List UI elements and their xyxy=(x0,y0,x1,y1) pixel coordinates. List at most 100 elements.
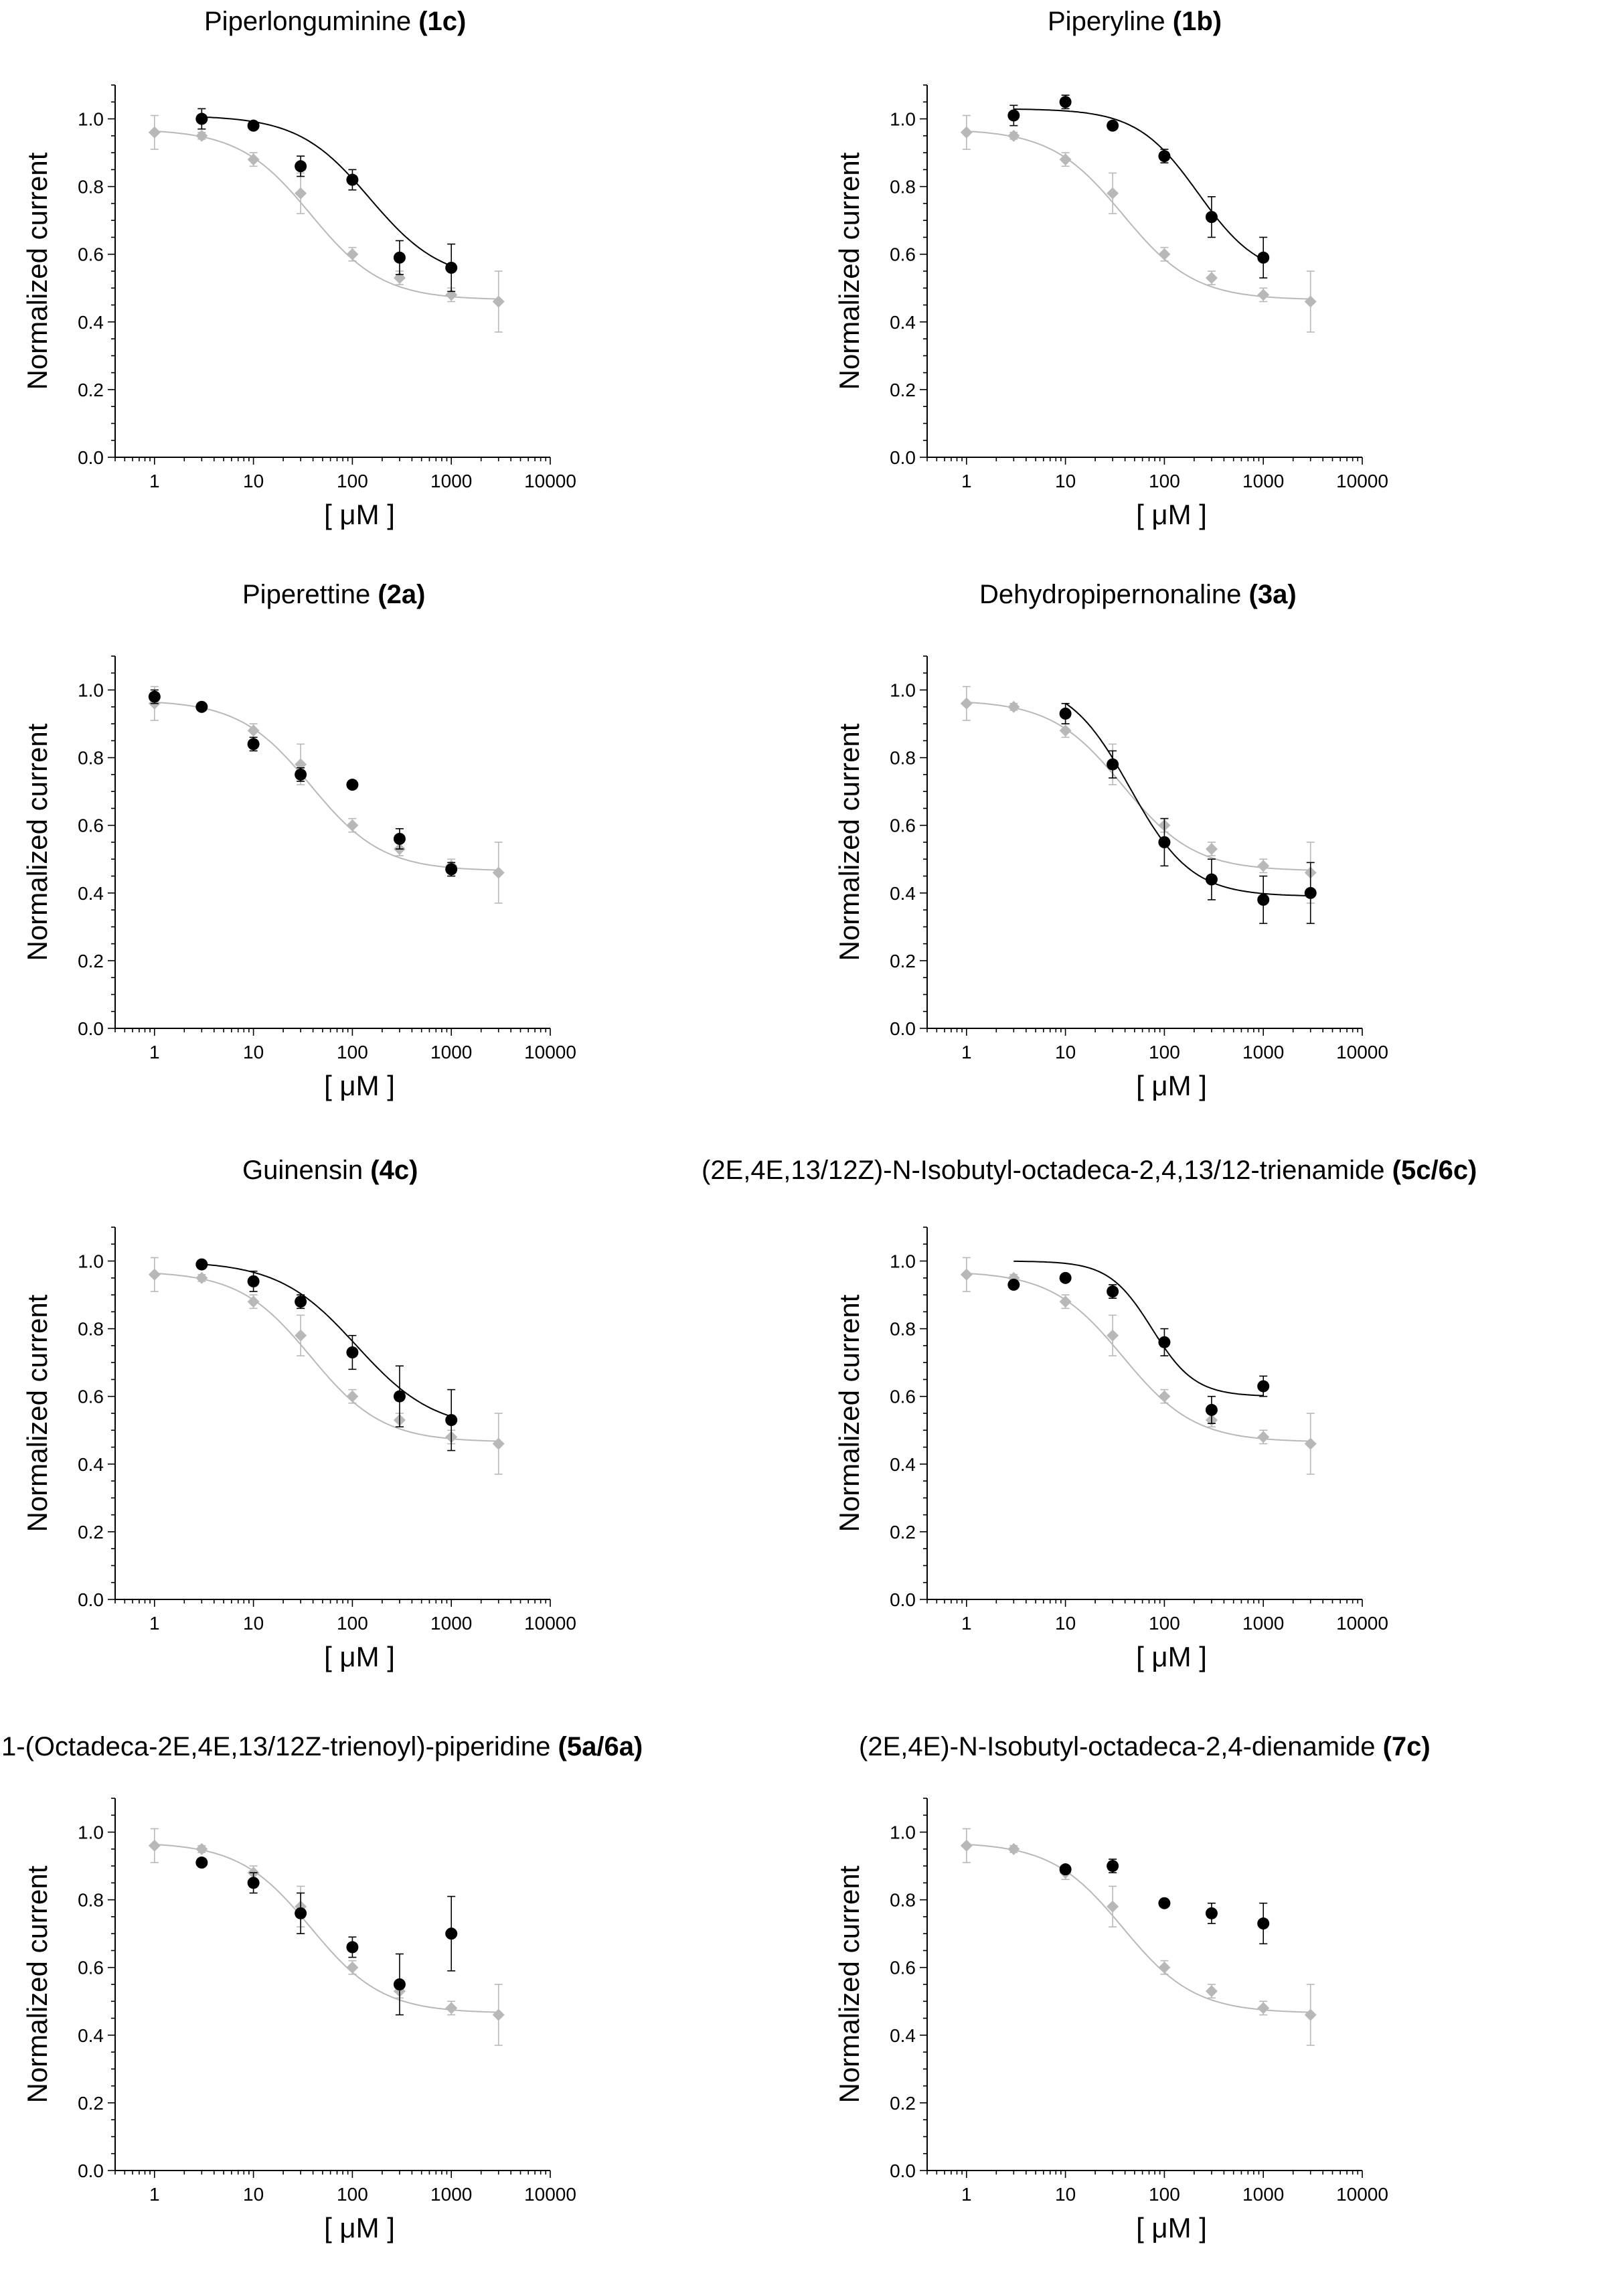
data-point-circle xyxy=(1158,150,1171,163)
series-compound xyxy=(1007,94,1270,279)
x-tick-label: 1000 xyxy=(1242,1613,1284,1634)
data-point-diamond xyxy=(1059,724,1072,737)
x-tick-label: 1 xyxy=(149,1613,160,1634)
data-point-diamond xyxy=(492,866,505,879)
y-tick-label: 0.6 xyxy=(890,1387,916,1407)
data-point-circle xyxy=(1205,1403,1218,1416)
chart-plot: 0.0 0.2 0.4 0.6 0.8 1.0 1 10 100 1000 10000 [ μM ] N… xyxy=(21,1798,576,2243)
data-point-diamond xyxy=(1257,2002,1270,2015)
y-tick-label: 0.8 xyxy=(890,177,916,198)
y-tick-label: 0.4 xyxy=(890,1454,916,1475)
data-point-circle xyxy=(1158,1897,1171,1909)
data-point-circle xyxy=(1257,251,1270,264)
data-point-circle xyxy=(393,1978,406,1990)
x-tick-label: 1000 xyxy=(1242,2184,1284,2205)
y-tick-label: 0.6 xyxy=(78,1387,104,1407)
data-point-circle xyxy=(346,1941,359,1954)
data-point-diamond xyxy=(960,1268,973,1281)
y-axis-label: Normalized current xyxy=(21,152,53,390)
data-point-circle xyxy=(148,690,161,703)
chart-plot: 0.0 0.2 0.4 0.6 0.8 1.0 1 10 100 1000 10000 [ μM ] N… xyxy=(21,84,576,530)
data-point-diamond xyxy=(295,187,307,200)
x-tick-label: 10 xyxy=(243,2184,264,2205)
data-point-diamond xyxy=(295,1329,307,1342)
data-point-diamond xyxy=(445,2002,458,2015)
series-compound xyxy=(1059,1859,1270,1945)
chart-title: Piperlonguminine (1c) xyxy=(204,7,467,36)
x-tick-label: 10000 xyxy=(1336,1042,1388,1062)
series-compound xyxy=(1007,1260,1270,1424)
data-point-diamond xyxy=(1205,1985,1218,1998)
data-point-diamond xyxy=(1107,187,1119,200)
data-point-diamond xyxy=(1304,2008,1317,2021)
x-tick-label: 1000 xyxy=(430,1042,472,1062)
y-tick-label: 0.8 xyxy=(78,748,104,769)
data-point-diamond xyxy=(492,1437,505,1450)
fit-curve xyxy=(966,701,1311,871)
data-point-diamond xyxy=(1257,860,1270,872)
data-point-circle xyxy=(1257,893,1270,906)
x-tick-label: 1 xyxy=(149,2184,160,2205)
chart-plot: 0.0 0.2 0.4 0.6 0.8 1.0 1 10 100 1000 10000 [ μM ] N… xyxy=(833,84,1388,530)
data-point-circle xyxy=(1257,1380,1270,1393)
y-tick-label: 0.0 xyxy=(78,2160,104,2181)
data-point-diamond xyxy=(1257,289,1270,301)
x-tick-label: 1000 xyxy=(1242,471,1284,491)
series-compound xyxy=(195,1857,458,2016)
data-point-diamond xyxy=(1304,1437,1317,1450)
y-axis-label: Normalized current xyxy=(833,152,865,390)
data-point-diamond xyxy=(1007,1842,1020,1855)
y-tick-label: 0.6 xyxy=(78,815,104,836)
y-tick-label: 1.0 xyxy=(78,680,104,701)
fit-curve xyxy=(154,130,499,300)
data-point-circle xyxy=(295,1907,307,1919)
x-tick-label: 1 xyxy=(961,471,972,491)
x-tick-label: 10 xyxy=(1055,2184,1076,2205)
y-tick-label: 0.2 xyxy=(78,380,104,400)
x-tick-label: 10 xyxy=(1055,1613,1076,1634)
data-point-diamond xyxy=(1007,129,1020,142)
data-point-diamond xyxy=(1107,1900,1119,1913)
data-point-circle xyxy=(445,1927,458,1940)
x-axis-label: [ μM ] xyxy=(324,1641,395,1672)
data-point-diamond xyxy=(1158,1961,1171,1974)
data-point-diamond xyxy=(1205,843,1218,856)
y-axis-label: Normalized current xyxy=(21,1865,53,2103)
data-point-circle xyxy=(445,1414,458,1427)
data-point-diamond xyxy=(195,1842,208,1855)
y-tick-label: 0.4 xyxy=(890,2025,916,2046)
x-axis-label: [ μM ] xyxy=(1136,2212,1207,2243)
y-tick-label: 0.2 xyxy=(890,2093,916,2114)
x-tick-label: 100 xyxy=(337,2184,368,2205)
chart-panel-trienoyl-piperidine: 1-(Octadeca-2E,4E,13/12Z-trienoyl)-piper… xyxy=(0,1713,812,2284)
x-tick-label: 10000 xyxy=(524,2184,576,2205)
data-point-diamond xyxy=(346,248,359,260)
x-axis-label: [ μM ] xyxy=(324,1070,395,1101)
y-tick-label: 1.0 xyxy=(890,109,916,130)
data-point-diamond xyxy=(247,724,260,737)
y-tick-label: 0.0 xyxy=(78,1018,104,1039)
data-point-circle xyxy=(195,1857,208,1869)
x-tick-label: 100 xyxy=(1149,2184,1180,2205)
data-point-circle xyxy=(295,768,307,781)
y-tick-label: 0.6 xyxy=(890,244,916,265)
data-point-circle xyxy=(247,1877,260,1889)
data-point-circle xyxy=(1059,707,1072,720)
data-point-circle xyxy=(195,1258,208,1271)
chart-panel-piperettine: Piperettine (2a) 0.0 0.2 0.4 0.6 0.8 1.0 1 10 10… xyxy=(0,571,812,1142)
chart-panel-guinensin: Guinensin (4c) 0.0 0.2 0.4 0.6 0.8 1.0 1 10 100 1… xyxy=(0,1142,812,1713)
y-tick-label: 0.2 xyxy=(78,2093,104,2114)
chart-plot: 0.0 0.2 0.4 0.6 0.8 1.0 1 10 100 1000 10000 [ μM ] N… xyxy=(833,1798,1388,2243)
data-point-diamond xyxy=(1107,1329,1119,1342)
data-point-diamond xyxy=(148,126,161,139)
data-point-circle xyxy=(1107,758,1119,771)
data-point-diamond xyxy=(346,1961,359,1974)
fit-curve xyxy=(966,130,1311,300)
y-tick-label: 0.2 xyxy=(890,951,916,971)
x-tick-label: 100 xyxy=(337,1042,368,1062)
x-tick-label: 1000 xyxy=(430,471,472,491)
fit-curve xyxy=(154,1843,499,2013)
y-tick-label: 0.4 xyxy=(78,1454,104,1475)
x-tick-label: 1000 xyxy=(430,1613,472,1634)
data-point-circle xyxy=(247,1275,260,1287)
